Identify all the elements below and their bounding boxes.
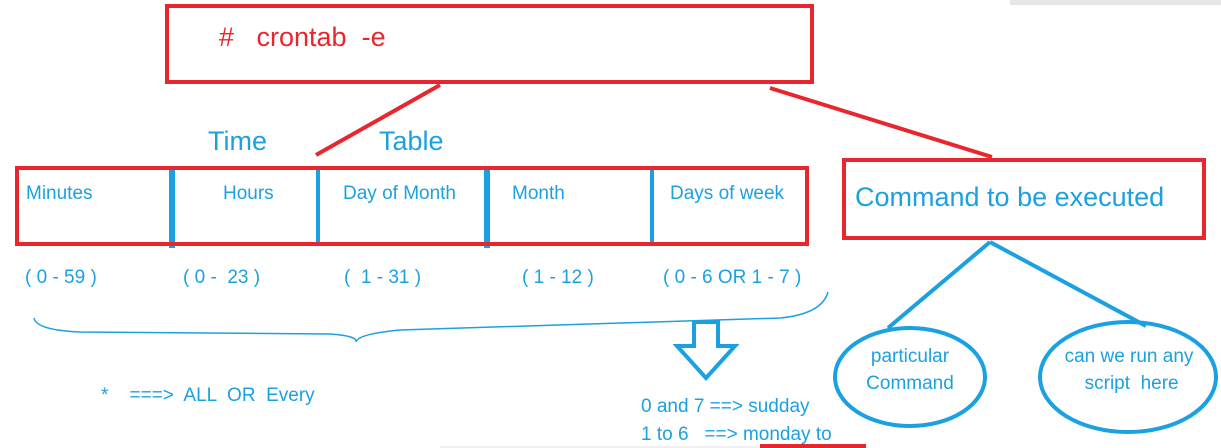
day-note-sunday: 0 and 7 ==> sudday [641, 396, 810, 417]
connector-to-option-2 [989, 240, 1147, 328]
option-run-any-script: can we run any script here [1064, 346, 1194, 394]
option-particular-command: particular Command [866, 346, 954, 394]
connector-to-command [769, 86, 993, 159]
field-month-range: ( 1 - 12 ) [522, 267, 594, 288]
crontab-fields-box [15, 166, 809, 246]
field-day-of-month-label: Day of Month [343, 183, 456, 204]
field-minutes-label: Minutes [26, 183, 93, 204]
field-month-label: Month [512, 183, 565, 204]
wildcard-note: * ===> ALL OR Every [101, 385, 315, 406]
option-ellipse-1 [833, 326, 987, 428]
field-day-of-month-range: ( 1 - 31 ) [344, 267, 422, 288]
crontab-command-box: # crontab -e [165, 4, 814, 84]
field-minutes-range: ( 0 - 59 ) [25, 267, 97, 288]
connector-to-option-1 [886, 240, 992, 330]
crontab-command-text: # crontab -e [219, 22, 386, 52]
field-hours-label: Hours [223, 183, 274, 204]
option-ellipse-2 [1038, 320, 1218, 434]
field-days-of-week-label: Days of week [670, 183, 785, 204]
command-box: Command to be executed [842, 158, 1206, 240]
title-table: Table [379, 126, 444, 156]
connector-to-time-table [315, 83, 441, 157]
field-hours-range: ( 0 - 23 ) [183, 267, 261, 288]
range-brace [33, 291, 829, 343]
field-days-of-week-range: ( 0 - 6 OR 1 - 7 ) [663, 267, 802, 288]
down-arrow-icon [672, 320, 740, 381]
command-box-text: Command to be executed [855, 182, 1165, 212]
day-note-monday: 1 to 6 ==> monday to [641, 424, 832, 445]
title-time: Time [208, 126, 267, 156]
